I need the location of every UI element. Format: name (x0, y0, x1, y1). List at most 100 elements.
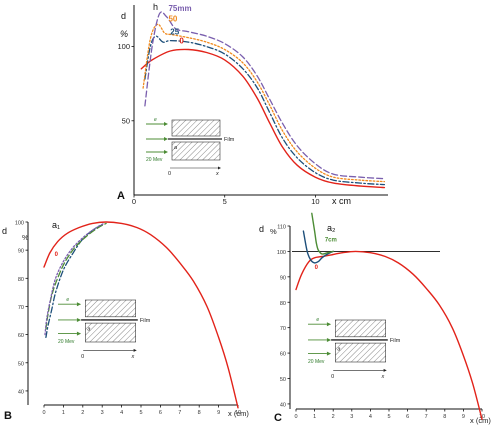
panel-c-series-7cm (311, 212, 334, 255)
panel-b-x-tick-label: 3 (101, 410, 104, 416)
panel-b-inset-arrow-head (76, 302, 82, 307)
panel-b-y-tick-label: 60 (18, 333, 24, 339)
panel-c-x-tick-label: 3 (350, 414, 353, 420)
panel-c-inset-absorber-bottom (334, 342, 387, 363)
panel-c-x-tick-label: 6 (406, 414, 409, 420)
panel-b-x-tick-label: 6 (159, 410, 162, 416)
panel-c-inset-arrow-head (326, 337, 332, 342)
panel-c-y-tick-label: 60 (280, 352, 286, 358)
panel-b-inset-origin-label: 0 (81, 354, 84, 360)
panel-c-y-tick-label: 40 (280, 402, 286, 408)
panel-b-y-tick-label: 40 (18, 389, 24, 395)
panel-b-inset-beam-symbol: e (66, 297, 69, 303)
panel-a-inset-arrow-head (164, 150, 168, 154)
panel-c-curve-label: 0 (315, 265, 319, 271)
panel-c-inset-energy: 20 Mev (308, 359, 325, 365)
panel-b-inset-absorber-bottom (84, 322, 137, 343)
panel-b-y-tick-label: 80 (18, 277, 24, 283)
panel-b-y-tick-label: 100 (15, 221, 24, 227)
panel-a-label: A (117, 190, 125, 202)
panel-c-y-tick-label: 70 (280, 326, 286, 332)
panel-b-x-tick-label: 4 (120, 410, 123, 416)
panel-a-inset-arrow-head (164, 137, 168, 141)
panel-c-inset-offset-label: a (337, 346, 340, 352)
panel-a-x-title: x cm (332, 196, 351, 206)
panel-c-y-tick-label: 110 (277, 225, 286, 231)
panel-a-top-marker: h (153, 2, 158, 12)
panel-c-x-tick-label: 1 (313, 414, 316, 420)
panel-c-inset-absorber-top (334, 319, 387, 338)
panel-a-inset-energy: 20 Mev (146, 157, 163, 163)
panel-b-x-tick-label: 8 (198, 410, 201, 416)
panel-c-y-symbol: d (259, 224, 264, 234)
panel-b-inset-arrow-head (76, 331, 82, 336)
panel-b-x-tick-label: 1 (62, 410, 65, 416)
panel-c-y-tick-label: 100 (277, 250, 286, 256)
panel-b-x-tick-label: 2 (81, 410, 84, 416)
panel-b-x-tick-label: 5 (139, 410, 142, 416)
panel-a-curve-label: 50 (168, 14, 177, 23)
panel-a-x-tick-label: 0 (132, 197, 136, 206)
panel-b: B d % a₁ x (cm) 0 1 2 3 4 5 6 7 8 9 10 100 90 80 70 60 5… (2, 220, 249, 422)
panel-b-series-0 (43, 221, 239, 409)
panel-b-label: B (4, 410, 12, 422)
panel-b-y-tick-label: 70 (18, 305, 24, 311)
panel-a-y-tick-label: 50 (122, 116, 130, 125)
panel-c-y-tick-label: 50 (280, 377, 286, 383)
panel-c-x-tick-label: 2 (332, 414, 335, 420)
panel-c-x-tick-label: 7 (425, 414, 428, 420)
panel-a-y-symbol: d (121, 11, 126, 21)
panel-a-curve-label: 0 (179, 37, 184, 46)
panel-a-x-tick-label: 10 (311, 197, 319, 206)
panel-c-curve-label: 7cm (325, 237, 337, 243)
panel-a-inset-film-label: Film (224, 137, 235, 143)
panel-b-inset-arrow-head (76, 317, 82, 322)
panel-a-series-25 (144, 35, 386, 186)
panel-b-inset-offset-label: a (87, 326, 90, 332)
panel-c-x-tick-label: 8 (443, 414, 446, 420)
panel-c-x-tick-label: 0 (294, 414, 297, 420)
panel-a-curve-label: 25 (170, 28, 179, 37)
panel-b-y-symbol: d (2, 226, 7, 236)
panel-a-curve-label: 75mm (168, 4, 191, 13)
panel-b-y-tick-label: 50 (18, 361, 24, 367)
panel-c-inset-arrow-head (326, 351, 332, 356)
panel-c-x-title: x (cm) (470, 416, 491, 425)
panel-b-curve-label: 0 (55, 252, 59, 258)
panel-b-x-tick-label: 0 (42, 410, 45, 416)
panel-a-series-50 (142, 23, 386, 183)
panel-b-series-unlabeled-3 (44, 222, 105, 336)
panel-b-y-unit: % (22, 233, 29, 242)
panel-c-inset-origin-label: 0 (331, 374, 334, 380)
panel-c-label: C (274, 412, 282, 424)
panel-b-inset-x-label: x (131, 354, 135, 360)
panel-c-x-tick-label: 9 (462, 414, 465, 420)
panel-c-y-tick-label: 80 (280, 301, 286, 307)
panel-b-inset-energy: 20 Mev (58, 339, 75, 345)
panel-c: C d % a₂ x (cm) 0 1 2 3 4 5 6 7 8 9 10110100908070… (259, 212, 491, 425)
panel-a-inset-origin-label: 0 (168, 171, 171, 177)
panel-a-inset-beam-symbol: e (154, 117, 157, 123)
panel-a-y-tick-label: 100 (117, 42, 130, 51)
panel-c-inset-arrow-head (326, 322, 332, 327)
panel-b-y-tick-label: 90 (18, 249, 24, 255)
panel-b-x-tick-label: 7 (178, 410, 181, 416)
panel-c-y-unit: % (270, 227, 277, 236)
panel-c-x-tick-label: 5 (387, 414, 390, 420)
panel-c-series-unlabeled-1 (302, 230, 334, 264)
panel-b-inset-x-arrow-head (133, 348, 137, 352)
panel-b-x-title: x (cm) (228, 409, 249, 418)
panel-a-inset-offset-label: a (174, 145, 177, 151)
panel-c-series-0 (295, 250, 483, 420)
panel-c-inset: e 20 Mev Film a 0 x (308, 317, 401, 380)
panel-b-inset-absorber-top (84, 299, 137, 318)
panel-c-y-tick-label: 90 (280, 275, 286, 281)
panel-c-inset-x-label: x (381, 374, 385, 380)
panel-a-inset-x-label: x (215, 171, 219, 177)
panel-c-inset-beam-symbol: e (316, 317, 319, 323)
panel-a-y-unit: % (120, 29, 128, 39)
panel-a-inset-absorber-top (171, 119, 221, 137)
panel-b-inset-film-label: Film (140, 318, 151, 324)
